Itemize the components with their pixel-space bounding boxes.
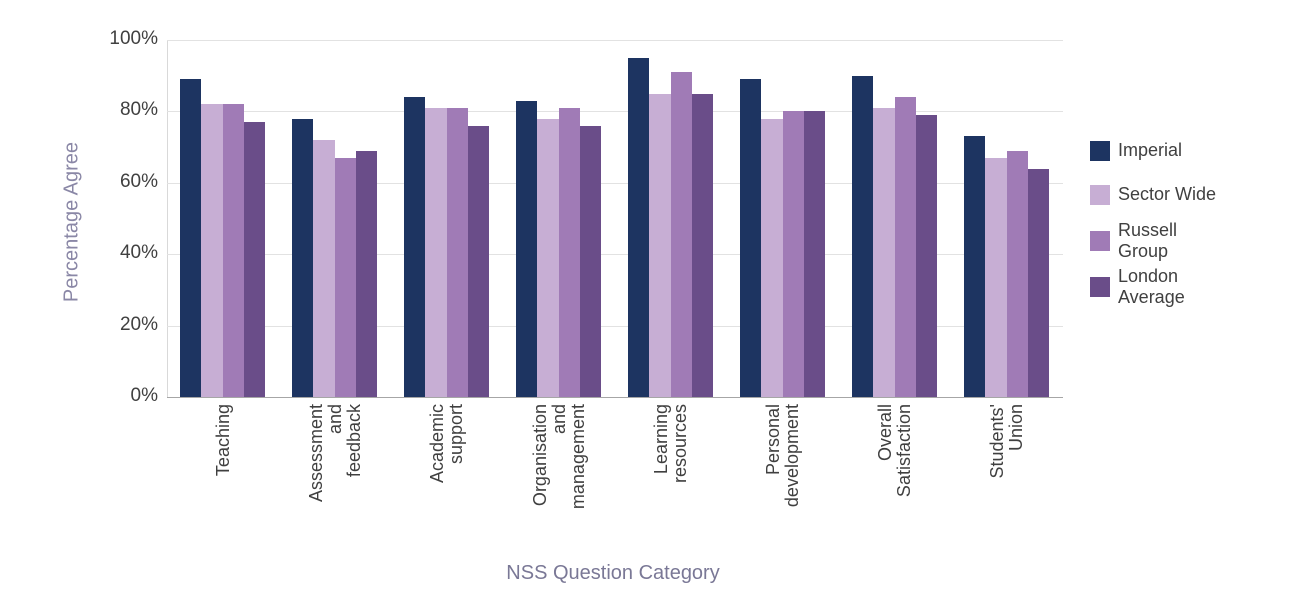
legend-label: Russell Group: [1118, 220, 1178, 261]
gridline: [167, 325, 1063, 327]
legend-item: London Average: [1090, 266, 1185, 308]
bar-group: [516, 40, 602, 397]
bar-group: [964, 40, 1050, 397]
bar: [873, 107, 895, 397]
bar: [691, 93, 714, 397]
bar: [355, 150, 378, 397]
bar-group: [852, 40, 938, 397]
legend-label: London Average: [1118, 266, 1185, 307]
bar: [516, 100, 538, 397]
y-tick-label: 80%: [119, 99, 158, 121]
bar: [852, 75, 874, 397]
bar-group: [404, 40, 490, 397]
bar-group: [180, 40, 266, 397]
legend-swatch: [1090, 277, 1110, 297]
bar: [180, 79, 202, 397]
bar: [761, 118, 783, 397]
x-tick-label: Learning resources: [651, 404, 690, 484]
gridline: [167, 40, 1063, 41]
bar: [964, 136, 986, 397]
bar: [243, 122, 266, 397]
bar: [1027, 168, 1050, 397]
bar: [894, 97, 916, 397]
bar: [649, 93, 671, 397]
y-tick-label: 40%: [119, 242, 158, 264]
bar-group: [292, 40, 378, 397]
legend-swatch: [1090, 140, 1110, 161]
bar: [670, 72, 692, 397]
bar: [579, 125, 602, 397]
legend-label: Sector Wide: [1118, 184, 1217, 204]
bar: [425, 107, 447, 397]
gridline: [167, 182, 1063, 184]
y-tick-label: 0%: [130, 385, 158, 406]
gridline: [167, 254, 1063, 256]
legend-item: Sector Wide: [1090, 184, 1216, 205]
x-axis-line: [167, 397, 1063, 398]
bar: [628, 57, 650, 397]
legend-label: Imperial: [1118, 140, 1183, 160]
bar-group: [628, 40, 714, 397]
bar: [334, 157, 356, 397]
x-tick-label: Organisation and management: [529, 404, 588, 510]
x-tick-label: Students' Union: [987, 404, 1026, 479]
bar: [537, 118, 559, 397]
x-tick-label: Teaching: [212, 404, 233, 477]
bar: [446, 107, 468, 397]
gridline: [167, 111, 1063, 113]
bar: [740, 79, 762, 397]
bar: [782, 111, 804, 397]
y-tick-label: 60%: [119, 170, 158, 192]
legend-item: Imperial: [1090, 140, 1182, 161]
y-tick-label: 20%: [119, 313, 158, 335]
bar: [222, 104, 244, 397]
bar: [1006, 150, 1028, 397]
bar: [558, 107, 580, 397]
x-tick-label: Academic support: [427, 404, 466, 484]
x-axis-title: NSS Question Category: [506, 562, 720, 584]
x-tick-label: Personal development: [763, 404, 802, 508]
x-tick-label: Assessment and feedback: [305, 404, 364, 503]
bar: [292, 118, 314, 397]
legend-swatch: [1090, 231, 1110, 251]
bar: [404, 97, 426, 397]
plot-area: [167, 40, 1063, 398]
legend-swatch: [1090, 184, 1110, 205]
bar: [985, 157, 1007, 397]
bar: [915, 114, 938, 397]
bar-group: [740, 40, 826, 397]
y-axis-title: Percentage Agree: [60, 141, 83, 303]
bar: [803, 111, 826, 397]
bar: [313, 139, 335, 397]
bar: [201, 104, 223, 397]
bar: [467, 125, 490, 397]
y-axis-line: [167, 40, 168, 397]
x-tick-label: Overall Satisfaction: [875, 404, 914, 498]
legend-item: Russell Group: [1090, 220, 1177, 262]
y-tick-label: 100%: [109, 28, 158, 49]
